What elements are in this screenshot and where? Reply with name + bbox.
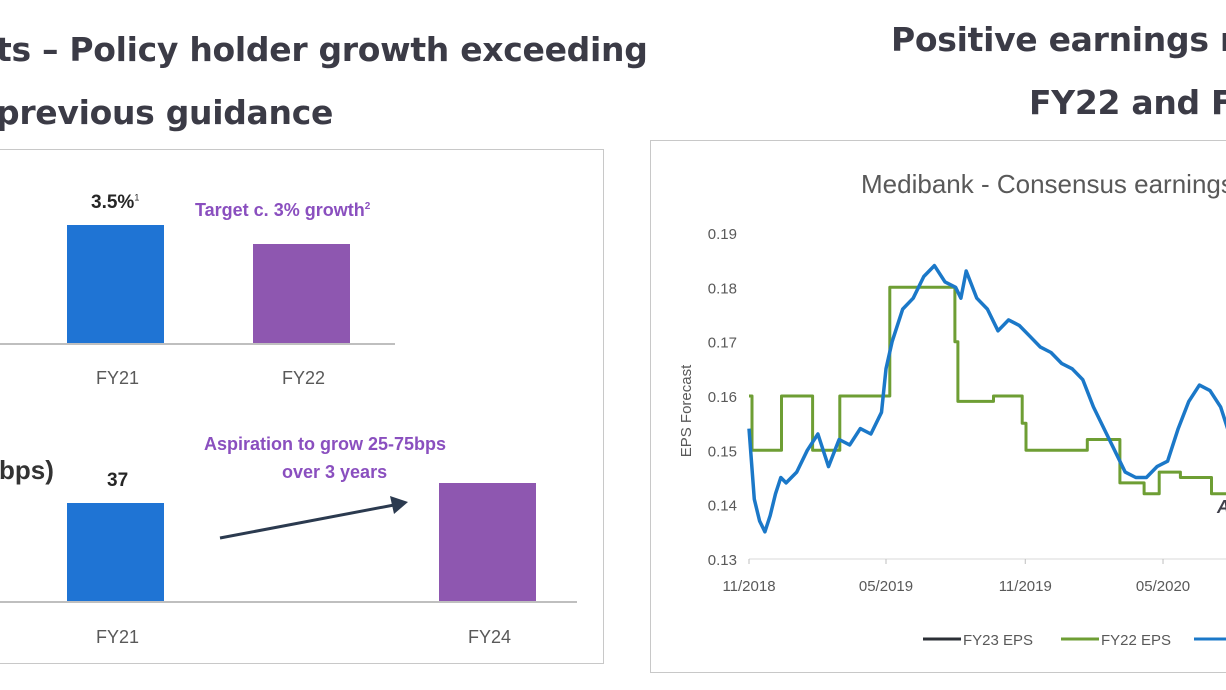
bottom-chart-baseline (0, 601, 577, 603)
aspiration-label-line1: Aspiration to grow 25-75bps (204, 434, 447, 454)
bottom-xtick-fy24: FY24 (468, 627, 512, 647)
top-bar-fy22 (253, 244, 350, 343)
eps-line-chart: Medibank - Consensus earnings EPS Foreca… (678, 169, 1226, 649)
top-bar-fy21 (67, 225, 164, 343)
bottom-xtick-fy21: FY21 (96, 627, 140, 647)
aspiration-arrow (219, 496, 408, 540)
left-title-line2: previous guidance (0, 93, 334, 132)
right-title-line1: Positive earnings r (891, 20, 1226, 59)
eps-x-tick-label: 11/2019 (999, 578, 1052, 595)
eps-y-tick-label: 0.16 (708, 389, 737, 406)
eps-y-tick-label: 0.15 (708, 443, 737, 460)
top-xtick-fy22: FY22 (282, 368, 326, 388)
target-growth-label: Target c. 3% growth2 (195, 200, 371, 220)
eps-y-tick-label: 0.13 (708, 552, 737, 569)
eps-y-tick-label: 0.19 (708, 226, 737, 243)
eps-x-tick-label: 05/2020 (1136, 578, 1190, 595)
partial-annotation-glyph: A (1216, 497, 1226, 517)
eps-y-axis-label: EPS Forecast (678, 364, 695, 457)
eps-y-tick-label: 0.14 (708, 498, 737, 515)
eps-series-line-1 (747, 263, 1226, 534)
eps-legend-label-0: FY23 EPS (963, 632, 1033, 649)
eps-x-tick-label: 05/2019 (859, 578, 913, 595)
top-xtick-fy21: FY21 (96, 368, 140, 388)
right-panel: Medibank - Consensus earnings EPS Foreca… (650, 140, 1226, 673)
bottom-bar-fy21-value: 37 (107, 470, 129, 491)
top-bar-fy21-value: 3.5%1 (91, 192, 140, 213)
bottom-bar-fy21 (67, 503, 164, 601)
eps-series-line-0 (749, 285, 1226, 496)
eps-chart-title: Medibank - Consensus earnings (861, 169, 1226, 199)
bottom-side-label: bps) (0, 455, 54, 485)
aspiration-label-line2: over 3 years (282, 462, 388, 482)
eps-legend-label-1: FY22 EPS (1101, 632, 1171, 649)
bottom-bar-fy24 (439, 483, 536, 601)
eps-y-tick-label: 0.18 (708, 280, 737, 297)
eps-x-tick-label: 11/2018 (722, 578, 775, 595)
right-title-line2: FY22 and F (1029, 83, 1226, 122)
top-chart-baseline (0, 343, 395, 345)
left-panel: 3.5%1 Target c. 3% growth2 FY21 FY22 bps… (0, 149, 604, 664)
eps-y-tick-label: 0.17 (708, 335, 737, 352)
left-title-line1: ts – Policy holder growth exceeding (0, 30, 648, 69)
